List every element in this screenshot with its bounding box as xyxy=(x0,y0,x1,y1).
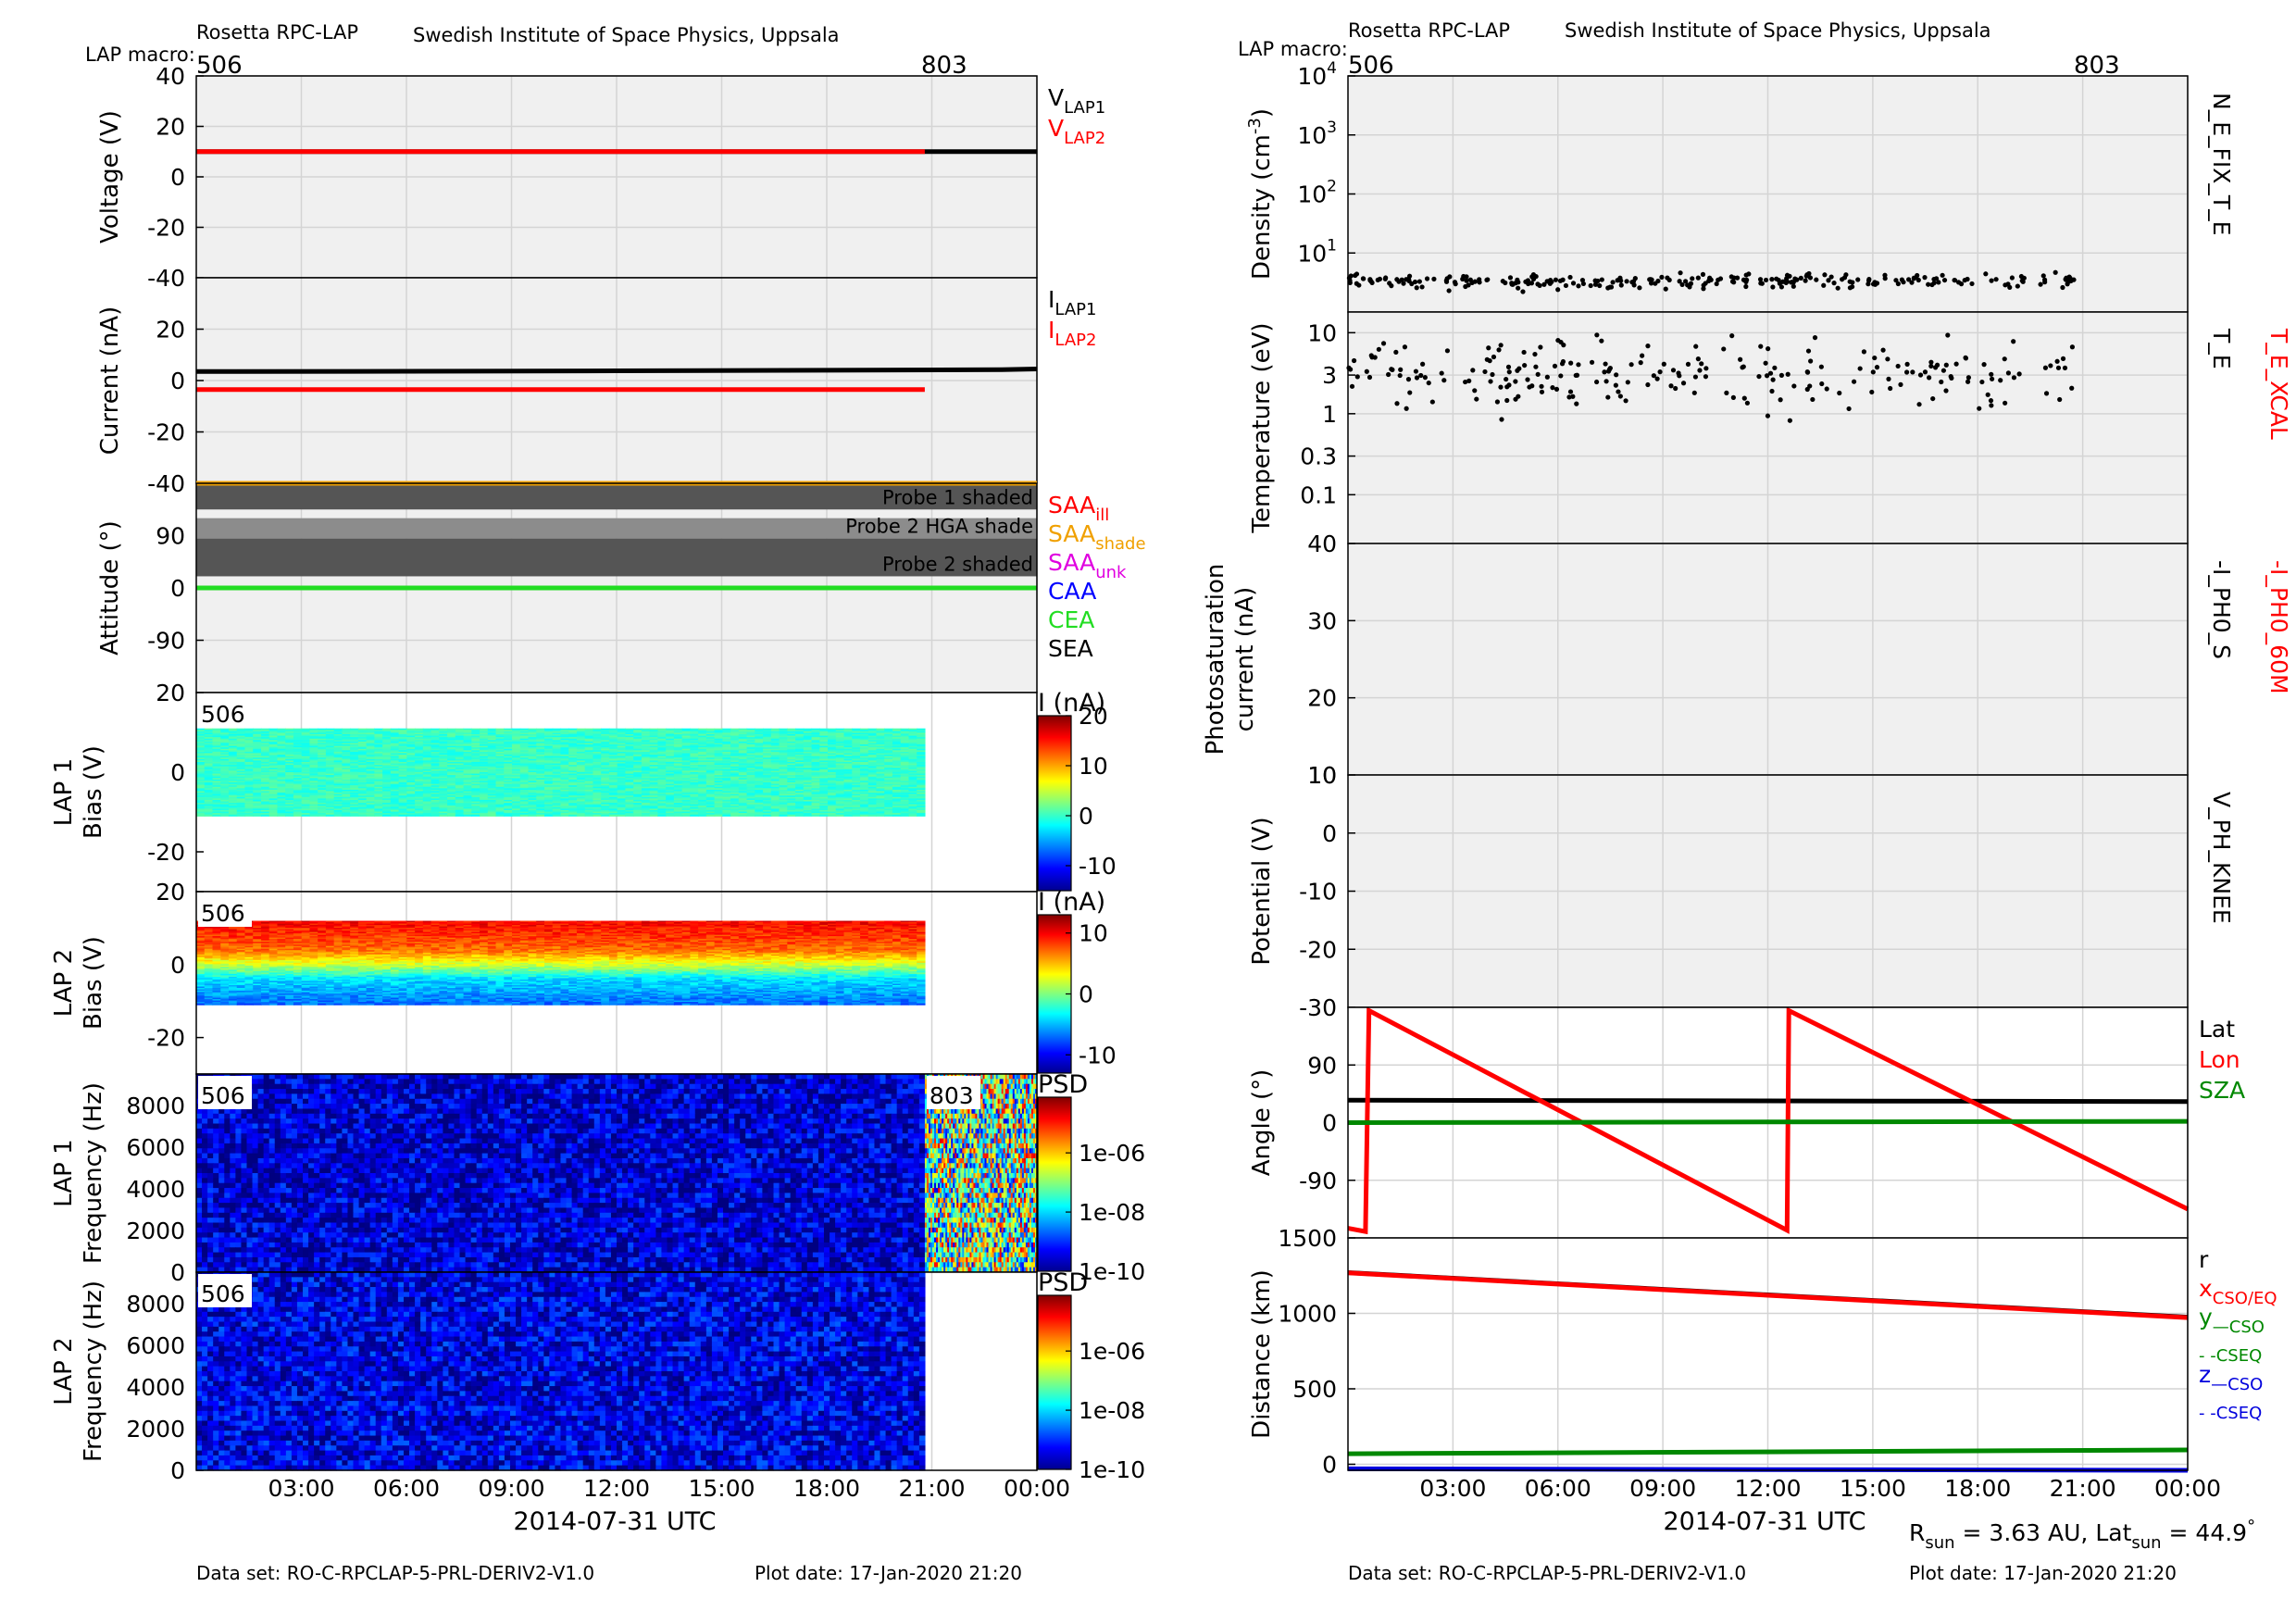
shade-band-label: Probe 1 shaded xyxy=(882,486,1033,508)
y-tick-label: -90 xyxy=(147,628,185,655)
legend-main: CEA xyxy=(1048,606,1094,633)
legend-main: V xyxy=(1048,115,1064,142)
y-axis-label: Current (nA) xyxy=(96,306,124,455)
legend-sub: LAP1 xyxy=(1064,98,1105,118)
left-institute: Swedish Institute of Space Physics, Upps… xyxy=(413,24,840,46)
y-tick-label: 20 xyxy=(156,114,185,141)
left-instrument: Rosetta RPC-LAP xyxy=(196,21,358,44)
legend-entry: CEA xyxy=(1048,606,1094,633)
legend-main: SAA xyxy=(1048,520,1095,547)
legend-main: SEA xyxy=(1048,635,1093,662)
y-tick-label: 0 xyxy=(170,368,185,394)
shade-band-label: Probe 2 HGA shade xyxy=(845,516,1033,538)
legend-main: I xyxy=(1048,286,1054,313)
y-axis-label: Voltage (V) xyxy=(96,110,124,244)
panel-2: 90 0 -90 Probe 1 shaded Probe 2 HGA shade Pro… xyxy=(96,483,1146,693)
legend-sub: LAP2 xyxy=(1064,129,1105,148)
y-tick-label: -40 xyxy=(147,470,185,497)
right-macro-label: LAP macro: xyxy=(1238,38,1348,60)
y-tick-label: -40 xyxy=(147,265,185,292)
legend-entry: VLAP2 xyxy=(1048,115,1105,148)
legend-entry: ILAP2 xyxy=(1048,317,1096,350)
y-tick-label: 0 xyxy=(170,164,185,191)
y-tick-label: -20 xyxy=(147,839,185,866)
legend-sub: shade xyxy=(1095,534,1145,554)
legend-entry: SEA xyxy=(1048,635,1093,662)
legend-sub: LAP2 xyxy=(1054,331,1096,350)
y-tick-label: 20 xyxy=(156,680,185,706)
legend-sub: LAP1 xyxy=(1054,300,1096,319)
y-tick-label: 20 xyxy=(156,317,185,344)
y-tick-label: 0 xyxy=(170,759,185,786)
right-header: Rosetta RPC-LAP Swedish Institute of Spa… xyxy=(1238,19,2120,80)
y-tick-label: -20 xyxy=(147,215,185,242)
legend-entry: VLAP1 xyxy=(1048,84,1105,118)
left-header: Rosetta RPC-LAP Swedish Institute of Spa… xyxy=(85,21,967,80)
y-axis-label: Attitude (°) xyxy=(96,520,124,656)
right-instrument: Rosetta RPC-LAP xyxy=(1348,19,1510,42)
legend-sub: unk xyxy=(1095,563,1127,582)
series-line-I_LAP1 xyxy=(196,369,1037,372)
legend-main: I xyxy=(1048,317,1054,344)
y-tick-label: -20 xyxy=(147,419,185,446)
right-institute: Swedish Institute of Space Physics, Upps… xyxy=(1565,19,1991,42)
legend-main: V xyxy=(1048,84,1064,111)
y-tick-label: 40 xyxy=(156,63,185,90)
legend-main: SAA xyxy=(1048,549,1095,576)
legend-sub: ill xyxy=(1095,506,1109,525)
shade-band-label: Probe 2 shaded xyxy=(882,553,1033,575)
y-tick-label: 90 xyxy=(156,523,185,550)
legend-main: SAA xyxy=(1048,492,1095,518)
legend-main: CAA xyxy=(1048,578,1096,605)
legend-entry: ILAP1 xyxy=(1048,286,1096,319)
y-tick-label: 0 xyxy=(170,575,185,602)
legend-entry: CAA xyxy=(1048,578,1096,605)
